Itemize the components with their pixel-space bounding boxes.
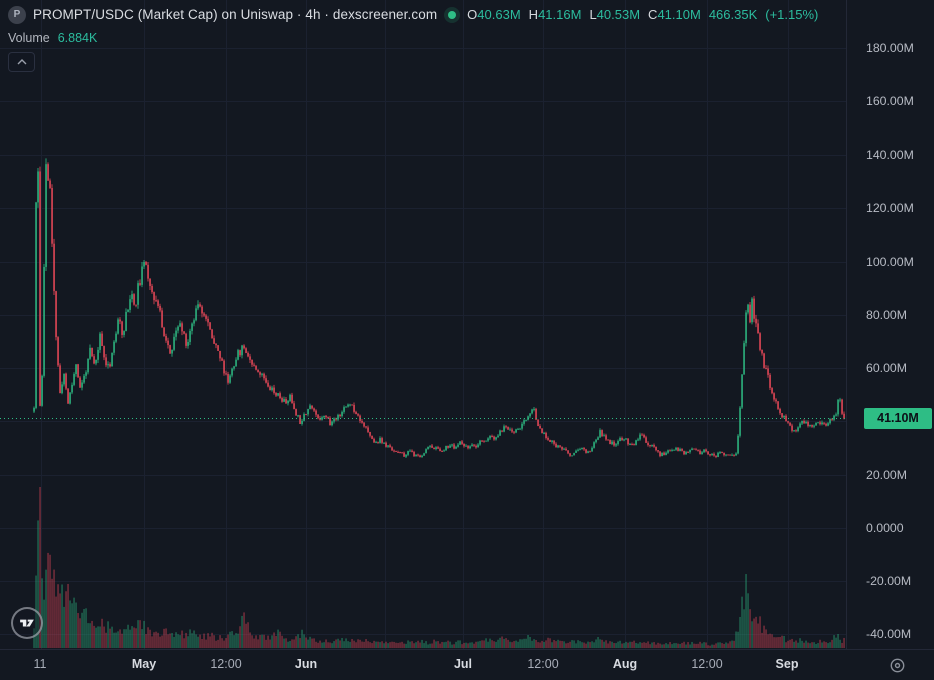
open-value: 40.63M (477, 7, 521, 22)
token-logo: P (8, 5, 26, 24)
high-value: 41.16M (538, 7, 582, 22)
tradingview-logo[interactable] (11, 607, 43, 639)
live-status-icon (448, 10, 457, 19)
time-axis-label: May (131, 657, 157, 671)
tradingview-logo-glyph (20, 619, 34, 627)
price-axis-label: 100.00M (866, 255, 914, 269)
price-axis-label: -40.00M (866, 627, 912, 641)
volume-label: Volume (8, 31, 50, 45)
time-axis-label: 12:00 (691, 657, 723, 671)
volume-value: 6.884K (57, 31, 98, 45)
time-axis-label: Aug (612, 657, 638, 671)
price-axis-label: 120.00M (866, 201, 914, 215)
price-axis-label: 0.0000 (866, 521, 904, 535)
time-axis-label: Jul (453, 657, 473, 671)
chart-title: PROMPT/USDC (Market Cap) on Uniswap · 4h… (33, 7, 438, 22)
close-value: 41.10M (657, 7, 701, 22)
time-axis-label: 12:00 (210, 657, 242, 671)
price-axis-label: 160.00M (866, 94, 914, 108)
low-value: 40.53M (596, 7, 641, 22)
time-axis-label: 12:00 (527, 657, 559, 671)
price-axis-label: 180.00M (866, 41, 914, 55)
symbol-row: P PROMPT/USDC (Market Cap) on Uniswap · … (8, 4, 818, 25)
price-axis-label: -20.00M (866, 574, 912, 588)
axis-settings-gear-icon[interactable] (888, 656, 907, 675)
candlestick-chart[interactable] (0, 0, 846, 649)
price-axis-label: 60.00M (866, 361, 908, 375)
price-axis-label: 80.00M (866, 308, 908, 322)
chart-legend: P PROMPT/USDC (Market Cap) on Uniswap · … (8, 4, 818, 72)
open-label: O (467, 7, 478, 22)
volume-row: Volume 6.884K (8, 30, 818, 46)
collapse-legend-button[interactable] (8, 52, 35, 72)
price-axis-label: 20.00M (866, 468, 908, 482)
change-percent: (+1.15%) (765, 7, 819, 22)
time-axis-label: Jun (294, 657, 318, 671)
price-axis-label: 140.00M (866, 148, 914, 162)
high-label: H (528, 7, 539, 22)
quote-volume-value: 466.35K (708, 7, 758, 22)
time-axis[interactable]: 11 May 12:00 Jun Jul 12:00 Aug 12:00 Sep (0, 649, 934, 680)
close-label: C (648, 7, 658, 22)
time-axis-label: Sep (775, 657, 799, 671)
current-price-badge: 41.10M (864, 407, 932, 429)
time-axis-label: 11 (33, 657, 47, 671)
price-axis[interactable]: 41.10M 180.00M 160.00M 140.00M 120.00M 100.0… (846, 0, 934, 649)
chevron-up-icon (17, 59, 27, 65)
low-label: L (589, 7, 597, 22)
ohlc-values: O40.63M H41.16M L40.53M C41.10M 466.35K … (467, 7, 818, 22)
